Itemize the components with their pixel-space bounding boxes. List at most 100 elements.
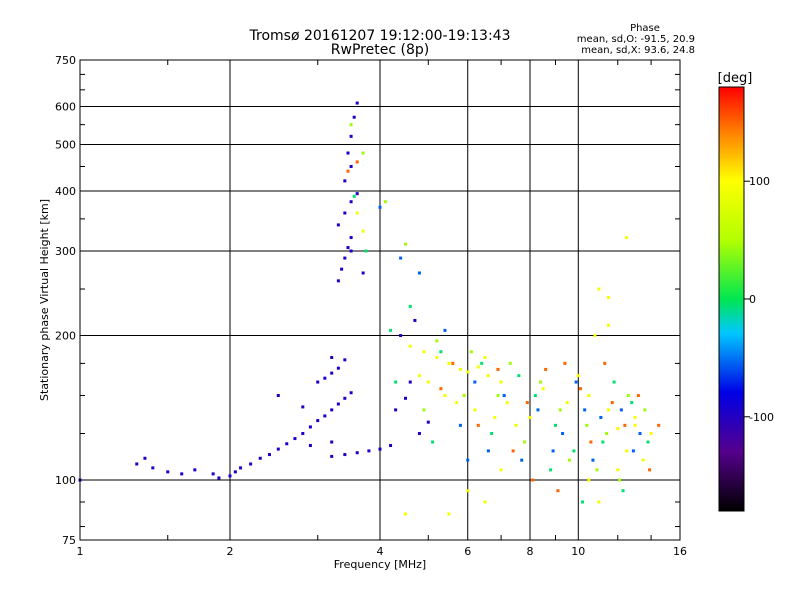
data-point <box>633 423 637 427</box>
data-point <box>539 380 543 384</box>
colorbar-label: [deg] <box>718 71 753 86</box>
data-point <box>511 449 515 453</box>
data-point <box>612 380 616 384</box>
data-point <box>641 458 645 462</box>
data-point <box>399 256 403 260</box>
data-point <box>496 367 500 371</box>
data-point <box>330 440 334 444</box>
phase-x-stats: mean, sd,X: 93.6, 24.8 <box>581 45 695 56</box>
data-point <box>330 355 334 359</box>
data-point <box>462 394 466 398</box>
colorbar-tick-label: 0 <box>749 293 756 306</box>
data-point <box>473 408 477 412</box>
y-tick-label: 100 <box>55 474 76 487</box>
data-point <box>451 361 455 365</box>
data-point <box>346 246 350 250</box>
data-point <box>591 458 595 462</box>
data-point <box>308 444 312 448</box>
data-point <box>417 432 421 436</box>
data-point <box>367 449 371 453</box>
data-point <box>502 394 506 398</box>
data-point <box>355 451 359 455</box>
data-point <box>217 476 221 480</box>
data-point <box>595 468 599 472</box>
data-point <box>349 249 353 253</box>
data-point <box>330 408 334 412</box>
data-point <box>361 229 365 233</box>
data-point <box>616 468 620 472</box>
data-point <box>605 432 609 436</box>
data-point <box>583 408 587 412</box>
data-point <box>549 468 553 472</box>
data-point <box>536 408 540 412</box>
colorbar <box>718 86 745 512</box>
data-point <box>422 350 426 354</box>
data-point <box>623 423 627 427</box>
data-points <box>78 101 661 516</box>
data-point <box>607 296 611 300</box>
data-point <box>180 472 184 476</box>
data-point <box>490 432 494 436</box>
data-point <box>619 408 623 412</box>
data-point <box>403 512 407 516</box>
data-point <box>581 500 585 504</box>
data-point <box>578 387 582 391</box>
x-tick-label: 16 <box>673 545 687 558</box>
y-tick-label: 75 <box>62 534 76 547</box>
data-point <box>587 394 591 398</box>
data-point <box>355 101 359 105</box>
data-point <box>394 408 398 412</box>
data-point <box>417 271 421 275</box>
data-point <box>486 374 490 378</box>
data-point <box>403 396 407 400</box>
data-point <box>466 370 470 374</box>
data-point <box>603 361 607 365</box>
data-point <box>323 414 327 418</box>
data-point <box>249 462 253 466</box>
data-point <box>517 374 521 378</box>
data-point <box>403 242 407 246</box>
data-point <box>143 456 147 460</box>
data-point <box>211 472 215 476</box>
data-point <box>648 468 652 472</box>
chart-title: Tromsø 20161207 19:12:00-19:13:43 <box>249 28 511 44</box>
data-point <box>349 134 353 138</box>
data-point <box>233 470 237 474</box>
data-point <box>523 440 527 444</box>
data-point <box>417 374 421 378</box>
data-point <box>597 500 601 504</box>
data-point <box>343 453 347 457</box>
data-point <box>514 423 518 427</box>
x-axis-ticks: 1 2 4 6 8 10 16 <box>77 60 687 558</box>
data-point <box>343 256 347 260</box>
data-point <box>316 419 320 423</box>
x-tick-label: 2 <box>227 545 234 558</box>
data-point <box>469 350 473 354</box>
data-point <box>458 423 462 427</box>
data-point <box>493 415 497 419</box>
data-point <box>343 211 347 215</box>
data-point <box>349 391 353 395</box>
y-tick-label: 400 <box>55 185 76 198</box>
data-point <box>499 380 503 384</box>
y-tick-label: 200 <box>55 330 76 343</box>
data-point <box>399 334 403 338</box>
data-point <box>135 462 139 466</box>
data-point <box>276 447 280 451</box>
data-point <box>435 355 439 359</box>
data-point <box>364 249 368 253</box>
data-point <box>151 466 155 470</box>
x-tick-label: 10 <box>571 545 585 558</box>
data-point <box>528 415 532 419</box>
data-point <box>458 367 462 371</box>
data-point <box>389 328 393 332</box>
data-point <box>601 440 605 444</box>
data-point <box>352 194 356 198</box>
y-axis-label: Stationary phase Virtual Height [km] <box>38 199 51 401</box>
data-point <box>544 367 548 371</box>
data-point <box>276 394 280 398</box>
data-point <box>649 432 653 436</box>
data-point <box>301 405 305 409</box>
